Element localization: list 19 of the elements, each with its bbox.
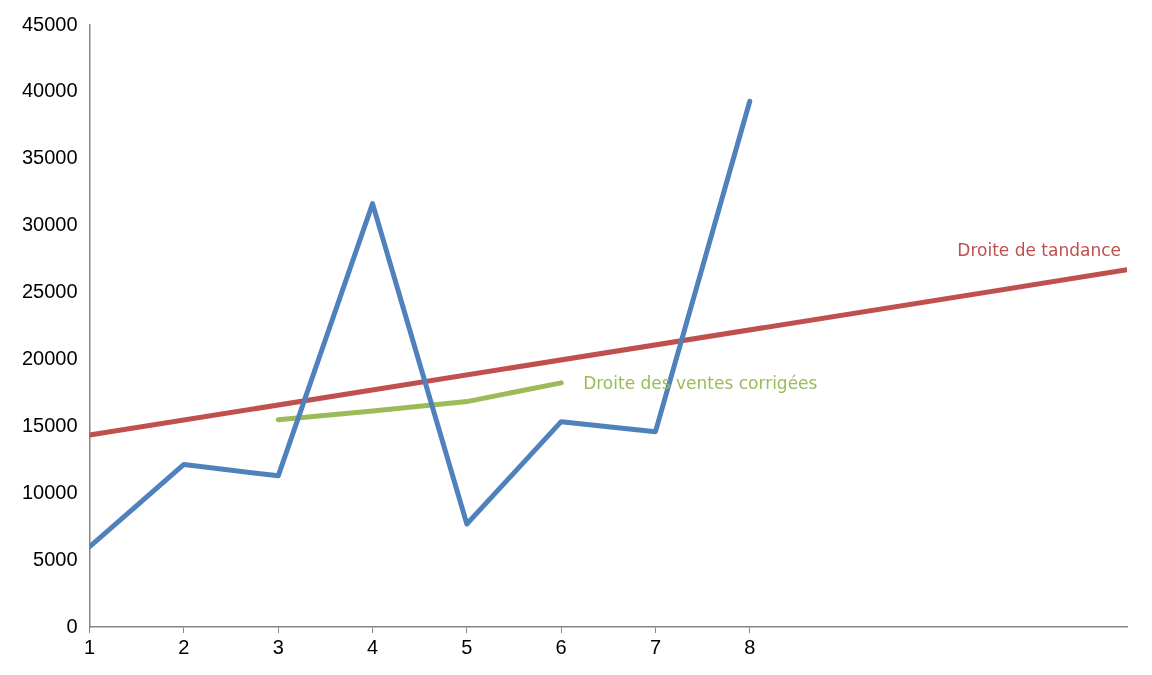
y-tick-label: 40000 — [21, 79, 78, 102]
x-tick-label: 8 — [744, 635, 756, 658]
y-tick-label: 30000 — [21, 213, 78, 236]
y-tick-label: 20000 — [21, 346, 78, 369]
x-tick-label: 1 — [84, 635, 96, 658]
y-tick-label: 10000 — [21, 480, 78, 503]
x-tick-label: 3 — [272, 635, 284, 658]
series-label: Droite de tandance — [957, 240, 1121, 261]
y-tick-label: 5000 — [33, 547, 78, 570]
y-tick-label: 0 — [66, 614, 78, 637]
y-tick-label: 15000 — [21, 413, 78, 436]
x-tick-label: 5 — [461, 635, 473, 658]
x-tick-label: 4 — [366, 635, 379, 658]
y-tick-label: 45000 — [21, 12, 78, 35]
x-tick-label: 2 — [178, 635, 190, 658]
x-tick-label: 6 — [555, 635, 567, 658]
y-tick-label: 25000 — [21, 280, 78, 303]
y-tick-label: 35000 — [21, 146, 78, 169]
x-tick-label: 7 — [649, 635, 662, 658]
